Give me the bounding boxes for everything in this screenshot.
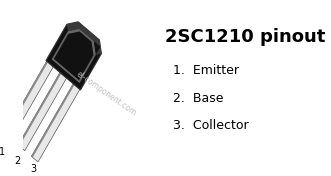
Polygon shape: [54, 32, 93, 80]
Polygon shape: [31, 84, 74, 158]
Polygon shape: [5, 61, 48, 135]
Text: 2: 2: [14, 156, 20, 166]
Text: 1.  Emitter: 1. Emitter: [173, 64, 239, 77]
Text: 3: 3: [30, 164, 37, 174]
Polygon shape: [18, 73, 61, 146]
Text: 3.  Collector: 3. Collector: [173, 119, 249, 132]
Text: 1: 1: [0, 147, 5, 157]
Polygon shape: [46, 22, 101, 90]
Text: 2.  Base: 2. Base: [173, 92, 224, 105]
Polygon shape: [18, 73, 67, 151]
Polygon shape: [52, 29, 96, 83]
Polygon shape: [5, 61, 53, 139]
Polygon shape: [31, 84, 80, 162]
Polygon shape: [67, 22, 101, 55]
Text: el-component.com: el-component.com: [74, 69, 138, 118]
Text: 2SC1210 pinout: 2SC1210 pinout: [165, 28, 326, 46]
